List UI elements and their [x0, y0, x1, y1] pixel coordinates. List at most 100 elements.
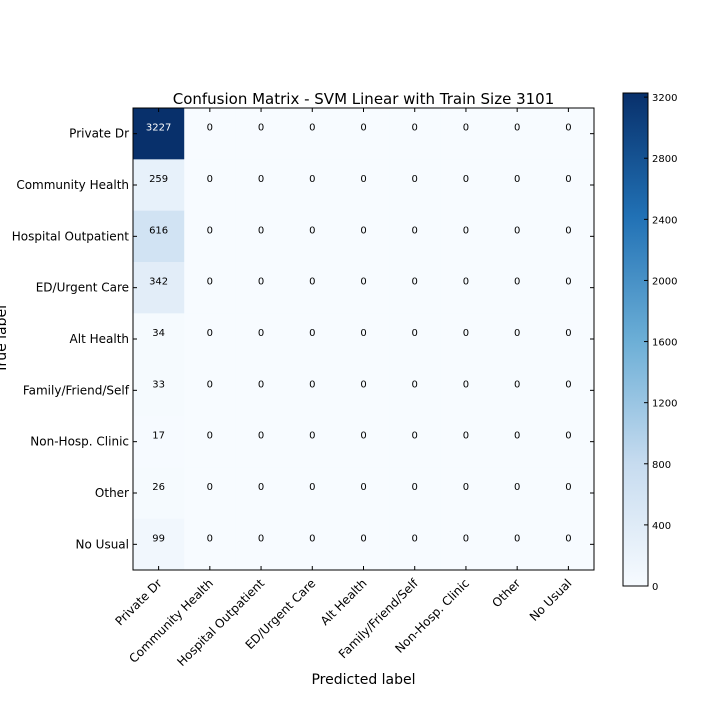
matrix-cell — [286, 262, 339, 314]
cell-value: 0 — [463, 123, 469, 134]
matrix-cell — [542, 364, 595, 417]
cell-value: 0 — [565, 225, 571, 236]
matrix-cell — [133, 210, 185, 263]
colorbar-tick-label: 1600 — [652, 338, 677, 349]
matrix-cell — [286, 108, 339, 160]
matrix-cell — [389, 416, 441, 468]
y-tick-label: Other — [95, 486, 129, 500]
cell-value: 0 — [514, 225, 520, 236]
matrix-cell — [440, 313, 493, 366]
matrix-cell — [389, 518, 441, 571]
matrix-cell — [286, 364, 339, 417]
matrix-cell — [389, 159, 441, 212]
cell-value: 0 — [360, 379, 366, 390]
matrix-cell — [440, 518, 493, 571]
matrix-cell — [389, 108, 441, 160]
matrix-cell — [133, 108, 185, 160]
cell-value: 0 — [309, 174, 315, 185]
cell-value: 0 — [565, 328, 571, 339]
x-axis-label: Predicted label — [311, 672, 415, 688]
cell-value: 0 — [565, 482, 571, 493]
cell-value: 0 — [412, 174, 418, 185]
cell-value: 0 — [412, 225, 418, 236]
cell-value: 0 — [309, 123, 315, 134]
cell-value: 26 — [152, 482, 165, 493]
cell-value: 0 — [565, 379, 571, 390]
matrix-cell — [133, 159, 185, 212]
cell-value: 0 — [565, 277, 571, 288]
matrix-cell — [337, 467, 390, 520]
cell-value: 0 — [309, 482, 315, 493]
cell-value: 0 — [309, 225, 315, 236]
matrix-cell — [337, 108, 390, 160]
colorbar-tick-label: 800 — [652, 460, 671, 471]
cell-value: 0 — [207, 225, 213, 236]
matrix-cell — [491, 159, 544, 212]
matrix-cell — [440, 467, 493, 520]
cell-value: 0 — [258, 533, 264, 544]
cell-value: 0 — [258, 225, 264, 236]
cell-value: 0 — [514, 379, 520, 390]
matrix-cell — [184, 159, 236, 212]
matrix-cell — [235, 159, 288, 212]
matrix-cell — [235, 262, 288, 314]
cell-value: 259 — [149, 174, 168, 185]
cell-value: 0 — [360, 225, 366, 236]
x-tick-label: Hospital Outpatient — [174, 576, 267, 669]
matrix-cell — [235, 210, 288, 263]
matrix-cell — [491, 467, 544, 520]
matrix-cell — [389, 313, 441, 366]
matrix-cell — [389, 262, 441, 314]
cell-value: 99 — [152, 533, 165, 544]
cell-value: 0 — [412, 482, 418, 493]
colorbar-tick-label: 1200 — [652, 399, 677, 410]
cell-value: 0 — [412, 328, 418, 339]
y-tick-label: No Usual — [76, 537, 129, 551]
y-tick-label: Alt Health — [70, 332, 129, 346]
matrix-cell — [184, 262, 236, 314]
matrix-cell — [235, 416, 288, 468]
cell-value: 0 — [258, 379, 264, 390]
cell-value: 0 — [463, 379, 469, 390]
y-tick-label: Family/Friend/Self — [23, 383, 130, 397]
y-tick-label: Private Dr — [69, 127, 129, 141]
cell-value: 0 — [514, 123, 520, 134]
colorbar-tick-label: 2800 — [652, 154, 677, 165]
cell-value: 0 — [309, 379, 315, 390]
cell-value: 0 — [360, 431, 366, 442]
cell-value: 0 — [514, 328, 520, 339]
matrix-cell — [389, 210, 441, 263]
matrix-cell — [133, 262, 185, 314]
cell-value: 0 — [565, 431, 571, 442]
matrix-cell — [286, 210, 339, 263]
cell-value: 0 — [360, 277, 366, 288]
matrix-cell — [337, 518, 390, 571]
cell-value: 0 — [360, 174, 366, 185]
matrix-cell — [286, 159, 339, 212]
matrix-cell — [542, 416, 595, 468]
matrix-cell — [491, 416, 544, 468]
cell-value: 0 — [463, 431, 469, 442]
cell-value: 0 — [463, 277, 469, 288]
matrix-cell — [133, 518, 185, 571]
matrix-cell — [389, 467, 441, 520]
matrix-cell — [133, 416, 185, 468]
matrix-cell — [184, 416, 236, 468]
matrix-cell — [491, 262, 544, 314]
x-tick-label: Alt Health — [318, 576, 370, 628]
cell-value: 0 — [360, 328, 366, 339]
matrix-cell — [440, 364, 493, 417]
cell-value: 0 — [207, 533, 213, 544]
cell-value: 17 — [152, 431, 165, 442]
matrix-cell — [542, 108, 595, 160]
matrix-cell — [184, 313, 236, 366]
matrix-cell — [542, 467, 595, 520]
cell-value: 3227 — [146, 123, 171, 134]
matrix-cell — [337, 159, 390, 212]
matrix-cell — [440, 416, 493, 468]
matrix-cell — [286, 467, 339, 520]
matrix-cell — [235, 313, 288, 366]
cell-value: 0 — [514, 533, 520, 544]
cell-value: 0 — [412, 123, 418, 134]
